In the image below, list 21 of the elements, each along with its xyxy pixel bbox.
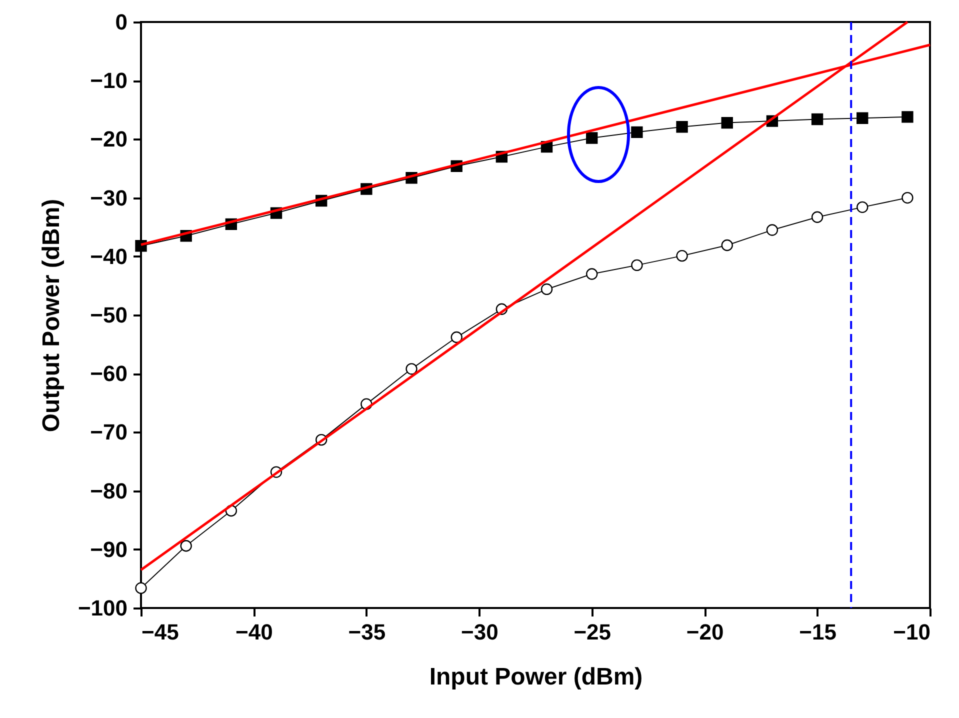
y-tick-label: −60 xyxy=(90,361,128,386)
x-tick-label: −30 xyxy=(460,620,498,644)
x-tick-label: −45 xyxy=(142,620,179,644)
x-tick-label: −20 xyxy=(686,620,724,644)
y-tick-label: −90 xyxy=(90,536,128,562)
y-tick-label: −80 xyxy=(90,478,128,504)
x-tick-label: −10 xyxy=(893,620,930,644)
y-axis-title: Output Power (dBm) xyxy=(38,198,65,432)
y-tick-label: 0 xyxy=(115,10,128,34)
y-tick-label: −100 xyxy=(78,596,128,620)
x-tick-label: −35 xyxy=(348,620,386,644)
y-tick-label: −20 xyxy=(90,126,128,152)
y-tick-label: −30 xyxy=(90,185,128,210)
x-tick-label: −15 xyxy=(799,620,836,644)
x-tick-label: −40 xyxy=(236,620,273,644)
y-tick-label: −40 xyxy=(90,244,128,269)
y-tick-label: −10 xyxy=(90,68,128,94)
x-tick-label: −25 xyxy=(574,620,612,644)
x-axis-title: Input Power (dBm) xyxy=(429,664,643,690)
y-tick-label: −70 xyxy=(90,420,128,445)
y-tick-label: −50 xyxy=(90,302,128,328)
